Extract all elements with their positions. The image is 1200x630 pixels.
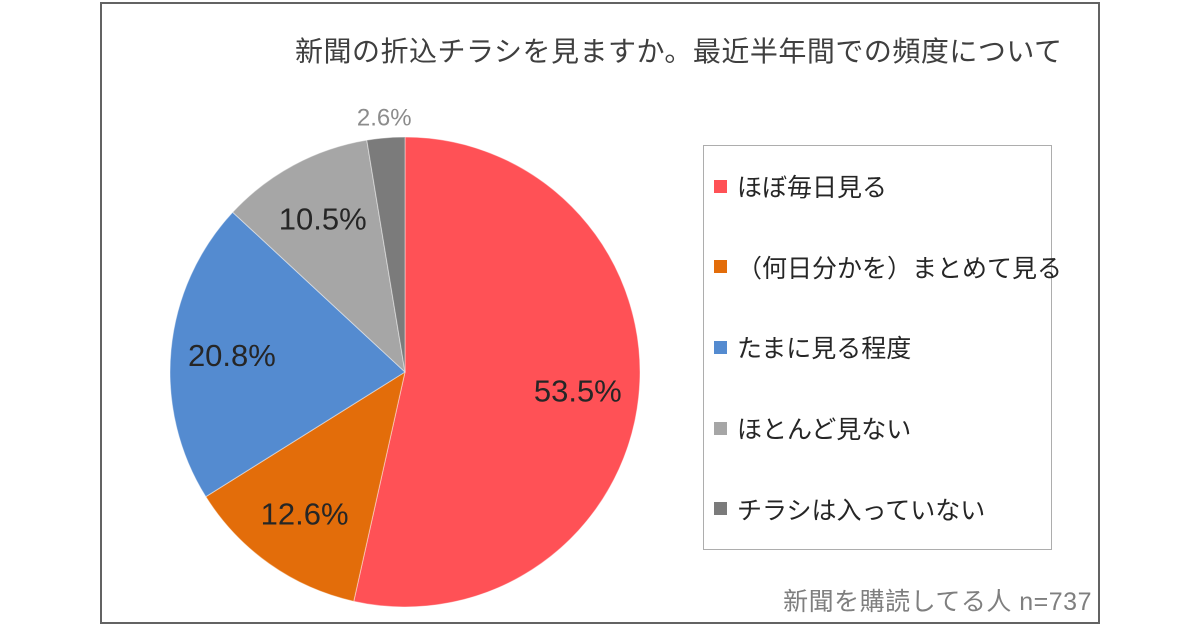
legend-swatch-icon bbox=[714, 179, 727, 193]
legend-item-3: たまに見る程度 bbox=[714, 329, 1051, 365]
legend-item-4: ほとんど見ない bbox=[714, 410, 1051, 446]
pie-chart: 53.5% 12.6% 20.8% 10.5% 2.6% bbox=[169, 104, 641, 608]
legend-swatch-icon bbox=[714, 260, 727, 274]
legend-label: チラシは入っていない bbox=[737, 496, 986, 525]
pie-value-label-3: 20.8% bbox=[188, 338, 276, 373]
chart-frame: 53.5% 12.6% 20.8% 10.5% 2.6% 新聞の折込チラシを見ますか。最… bbox=[100, 2, 1100, 624]
legend-label: （何日分かを）まとめて見る bbox=[737, 254, 1063, 283]
pie-slice-2 bbox=[205, 371, 406, 602]
legend-swatch-icon bbox=[714, 421, 727, 435]
legend-item-1: ほぼ毎日見る bbox=[714, 168, 1051, 204]
legend: ほぼ毎日見る （何日分かを）まとめて見る たまに見る程度 ほとんど見ないチラシは入って… bbox=[703, 145, 1062, 550]
pie-slice-5 bbox=[366, 136, 406, 373]
chart-title: 新聞の折込チラシを見ますか。最近半年間での頻度について bbox=[295, 36, 1063, 67]
legend-swatch-icon bbox=[714, 340, 727, 354]
legend-item-2: （何日分かを）まとめて見る bbox=[714, 249, 1062, 285]
legend-label: たまに見る程度 bbox=[737, 335, 912, 364]
legend-label: ほとんど見ない bbox=[737, 416, 912, 445]
sample-note: 新聞を購読してる人 n=737 bbox=[783, 588, 1092, 616]
pie-slice-1 bbox=[353, 136, 641, 608]
pie-value-label-1: 53.5% bbox=[534, 374, 622, 409]
legend-swatch-icon bbox=[714, 502, 727, 516]
legend-label: ほぼ毎日見る bbox=[737, 174, 888, 203]
pie-slice-3 bbox=[169, 211, 406, 498]
pie-value-label-4: 10.5% bbox=[279, 201, 367, 236]
pie-slice-4 bbox=[232, 139, 406, 373]
pie-value-label-5: 2.6% bbox=[357, 104, 412, 131]
pie-value-label-2: 12.6% bbox=[261, 497, 349, 532]
legend-item-5: チラシは入っていない bbox=[714, 491, 1051, 527]
